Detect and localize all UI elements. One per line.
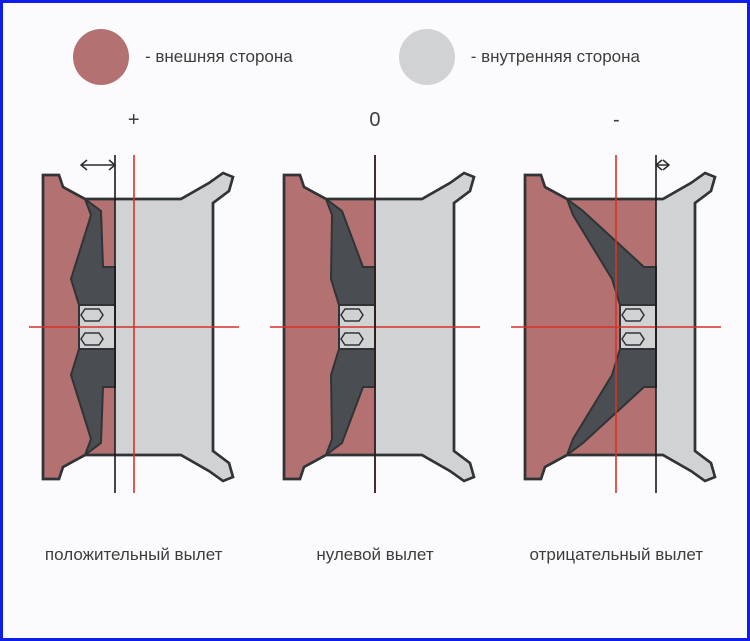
legend-outer: - внешняя сторона bbox=[73, 29, 293, 85]
panels: + положительный bbox=[3, 109, 747, 565]
legend-outer-label: - внешняя сторона bbox=[145, 47, 293, 67]
legend-swatch-outer bbox=[73, 29, 129, 85]
panel-0: + положительный bbox=[19, 109, 249, 565]
panel-1: 0 нулевой вылет bbox=[260, 109, 490, 565]
wheel-diagram bbox=[29, 137, 239, 517]
legend-inner-label: - внутренняя сторона bbox=[471, 47, 640, 67]
panel-symbol: 0 bbox=[369, 109, 380, 137]
panel-symbol: + bbox=[128, 109, 140, 137]
wheel-diagram bbox=[511, 137, 721, 517]
legend: - внешняя сторона - внутренняя сторона bbox=[3, 3, 747, 85]
panel-2: - отрицательный bbox=[501, 109, 731, 565]
panel-symbol: - bbox=[613, 109, 620, 137]
legend-swatch-inner bbox=[399, 29, 455, 85]
wheel-diagram bbox=[270, 137, 480, 517]
panel-caption: положительный вылет bbox=[45, 545, 222, 565]
panel-caption: отрицательный вылет bbox=[530, 545, 704, 565]
panel-caption: нулевой вылет bbox=[316, 545, 433, 565]
legend-inner: - внутренняя сторона bbox=[399, 29, 640, 85]
